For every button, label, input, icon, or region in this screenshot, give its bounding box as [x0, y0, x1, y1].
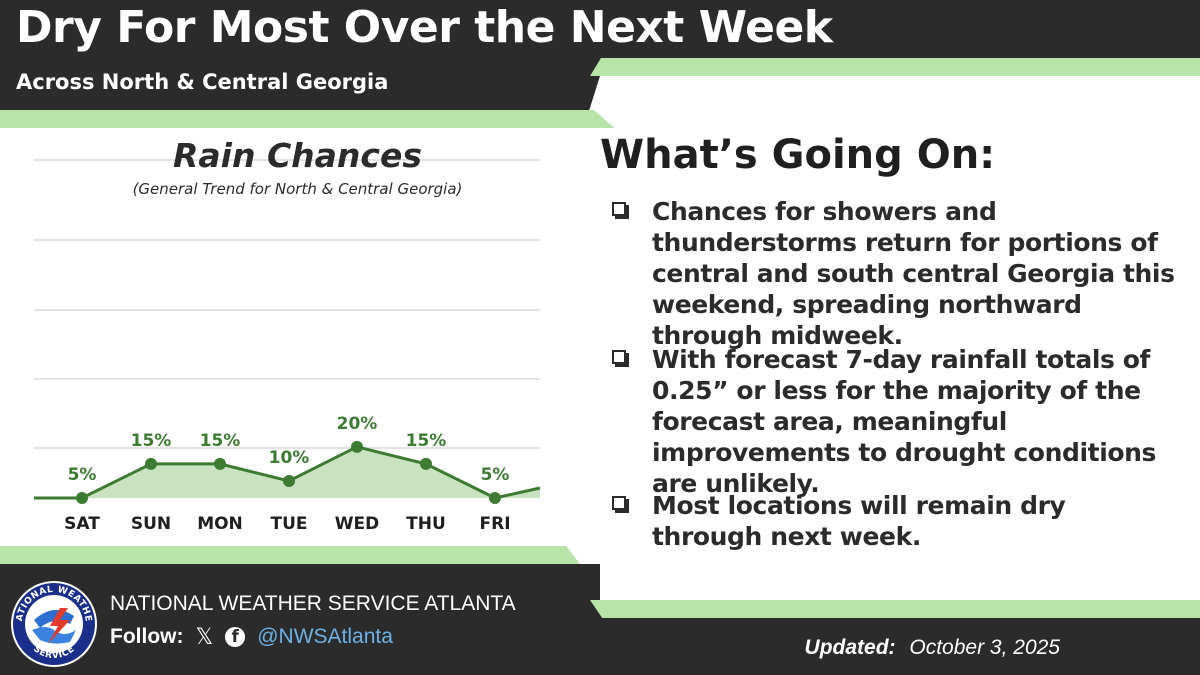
whats-going-on-title: What’s Going On: — [600, 132, 996, 178]
facebook-icon[interactable]: f — [225, 627, 246, 647]
updated-timestamp: Updated: October 3, 2025 — [805, 636, 1060, 660]
x-tick-label-fri: FRI — [479, 514, 510, 534]
bullet-text: With forecast 7-day rainfall totals of 0… — [652, 345, 1157, 498]
checkbox-bullet-icon — [612, 496, 626, 510]
x-tick-label-thu: THU — [406, 514, 446, 534]
social-handle-link[interactable]: @NWSAtlanta — [257, 625, 393, 648]
accent-stripe-bottom-right — [590, 600, 1200, 618]
accent-stripe-bottom-left — [0, 546, 580, 564]
bullet-item: Most locations will remain dry through n… — [612, 490, 1182, 552]
rain-chances-chart: 5% SAT 15% SUN 15% MON 10% TUE 20% WED 15% THU 5% FRI — [34, 159, 541, 534]
data-label-sun: 15% — [131, 431, 172, 451]
nws-logo: NATIONAL WEATHER SERVICE — [10, 580, 97, 667]
follow-label: Follow: — [110, 625, 184, 648]
content-panel — [0, 76, 1200, 606]
data-point-fri — [489, 492, 501, 504]
logo-text-bottom: SERVICE — [31, 644, 76, 661]
page-subtitle: Across North & Central Georgia — [16, 70, 389, 94]
x-tick-label-sat: SAT — [64, 514, 100, 534]
accent-stripe-top-right — [590, 58, 1200, 76]
x-logo-icon[interactable]: 𝕏 — [195, 624, 214, 650]
footer-band — [0, 564, 600, 675]
bullet-text: Chances for showers and thunderstorms re… — [652, 197, 1175, 350]
data-label-wed: 20% — [337, 414, 378, 434]
x-tick-label-mon: MON — [197, 514, 243, 534]
data-point-wed — [351, 440, 363, 453]
organization-name: NATIONAL WEATHER SERVICE ATLANTA — [110, 592, 516, 615]
checkbox-bullet-icon — [612, 350, 626, 364]
data-label-mon: 15% — [200, 431, 241, 451]
bullet-text: Most locations will remain dry through n… — [652, 491, 1066, 551]
bullet-item: With forecast 7-day rainfall totals of 0… — [612, 344, 1182, 499]
data-label-tue: 10% — [269, 448, 310, 468]
x-tick-label-wed: WED — [335, 514, 379, 534]
bullet-item: Chances for showers and thunderstorms re… — [612, 196, 1182, 351]
data-point-tue — [283, 474, 295, 487]
data-label-sat: 5% — [68, 465, 97, 485]
data-point-thu — [420, 457, 432, 470]
data-point-sat — [76, 492, 88, 504]
accent-stripe-top-left — [0, 110, 615, 128]
x-tick-label-sun: SUN — [131, 514, 171, 534]
chart-title: Rain Chances — [172, 136, 423, 175]
data-label-fri: 5% — [481, 465, 510, 485]
checkbox-bullet-icon — [612, 202, 626, 216]
updated-date: October 3, 2025 — [909, 636, 1060, 659]
chart-subtitle: (General Trend for North & Central Georg… — [132, 180, 463, 198]
updated-label: Updated: — [804, 636, 896, 659]
data-label-thu: 15% — [406, 431, 447, 451]
page-title: Dry For Most Over the Next Week — [16, 2, 833, 53]
svg-text:SERVICE: SERVICE — [31, 644, 77, 661]
rain-chance-area — [34, 446, 540, 498]
data-point-mon — [214, 457, 226, 470]
data-point-sun — [145, 457, 157, 470]
x-tick-label-tue: TUE — [270, 514, 307, 534]
follow-row: Follow: 𝕏 f @NWSAtlanta — [110, 624, 393, 650]
